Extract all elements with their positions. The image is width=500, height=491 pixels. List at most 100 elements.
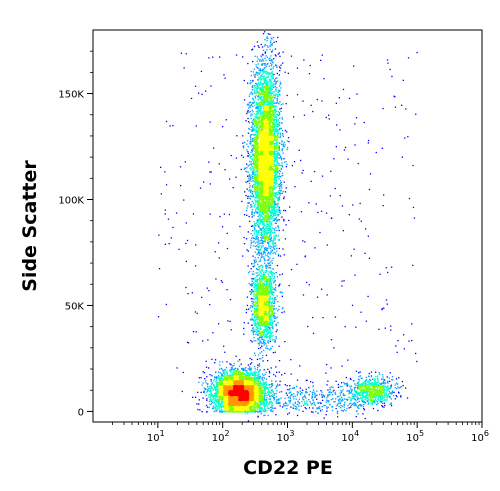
data-point: [252, 333, 255, 336]
data-point: [256, 116, 258, 118]
data-point: [270, 240, 272, 242]
data-point: [226, 247, 229, 250]
data-point: [354, 398, 356, 400]
data-point: [256, 219, 259, 222]
data-point: [362, 382, 364, 385]
data-point: [259, 340, 261, 342]
data-point: [273, 178, 276, 180]
data-point: [258, 207, 260, 209]
data-point: [254, 96, 256, 98]
data-point: [265, 394, 268, 397]
data-point: [252, 149, 254, 152]
data-point: [364, 396, 366, 399]
data-point: [203, 387, 205, 389]
data-point: [275, 165, 278, 167]
data-point: [262, 376, 264, 378]
data-point: [370, 382, 372, 384]
data-point: [276, 153, 279, 155]
data-point: [249, 155, 251, 158]
data-point: [257, 365, 260, 367]
data-point: [180, 52, 182, 54]
data-point: [373, 384, 375, 386]
data-point: [257, 310, 259, 312]
data-point: [350, 402, 352, 404]
data-point: [258, 105, 260, 107]
data-point: [252, 48, 254, 50]
data-point: [254, 304, 256, 306]
data-point: [273, 123, 275, 125]
data-point: [249, 372, 251, 374]
data-point: [259, 113, 262, 116]
data-point: [363, 409, 365, 411]
data-point: [270, 43, 272, 46]
data-point: [262, 69, 264, 71]
data-point: [259, 272, 261, 274]
data-point: [217, 391, 219, 393]
data-point: [265, 385, 267, 387]
data-point: [262, 58, 264, 60]
data-point: [283, 141, 285, 144]
data-point: [360, 377, 362, 379]
data-point: [269, 33, 271, 35]
data-point: [261, 265, 263, 267]
data-point: [312, 381, 314, 384]
data-point: [206, 399, 208, 402]
data-point: [387, 271, 389, 274]
data-point: [263, 404, 265, 407]
data-point: [270, 59, 273, 61]
data-point: [205, 388, 207, 390]
data-point: [296, 414, 299, 417]
data-point: [271, 274, 273, 276]
data-point: [254, 291, 256, 293]
data-point: [256, 368, 258, 371]
data-point: [251, 317, 253, 319]
data-point: [217, 375, 220, 377]
data-point: [268, 262, 271, 264]
data-point: [275, 125, 277, 127]
data-point: [257, 327, 259, 329]
data-point: [261, 64, 263, 66]
data-point: [257, 370, 260, 372]
data-point: [216, 388, 218, 390]
data-point: [258, 279, 260, 281]
data-point: [247, 195, 249, 198]
data-point: [267, 62, 269, 65]
data-point: [275, 178, 277, 180]
data-point: [257, 308, 259, 310]
data-point: [314, 394, 317, 397]
data-point: [298, 402, 300, 404]
data-point: [272, 36, 275, 39]
data-point: [258, 379, 260, 381]
data-point: [360, 383, 362, 385]
data-point: [209, 389, 211, 391]
data-point: [264, 77, 267, 79]
data-point: [264, 44, 266, 46]
data-point: [279, 210, 281, 212]
data-point: [270, 271, 272, 273]
data-point: [260, 242, 262, 244]
data-point: [271, 324, 273, 327]
data-point: [258, 213, 260, 215]
data-point: [373, 399, 376, 401]
data-point: [229, 411, 231, 413]
data-point: [274, 80, 276, 83]
data-point: [259, 382, 261, 384]
data-point: [254, 74, 256, 76]
data-point: [258, 76, 260, 79]
data-point: [271, 88, 273, 90]
data-point: [254, 97, 257, 99]
data-point: [252, 234, 254, 237]
data-point: [272, 297, 274, 299]
data-point: [339, 392, 341, 394]
data-point: [273, 143, 275, 146]
data-point: [326, 397, 328, 399]
data-point: [275, 289, 277, 291]
data-point: [243, 322, 245, 324]
data-point: [254, 162, 256, 164]
data-point: [216, 406, 218, 408]
data-point: [212, 396, 215, 398]
data-point: [243, 99, 246, 101]
data-point: [257, 45, 259, 47]
data-point: [222, 404, 224, 406]
data-point: [274, 251, 276, 254]
